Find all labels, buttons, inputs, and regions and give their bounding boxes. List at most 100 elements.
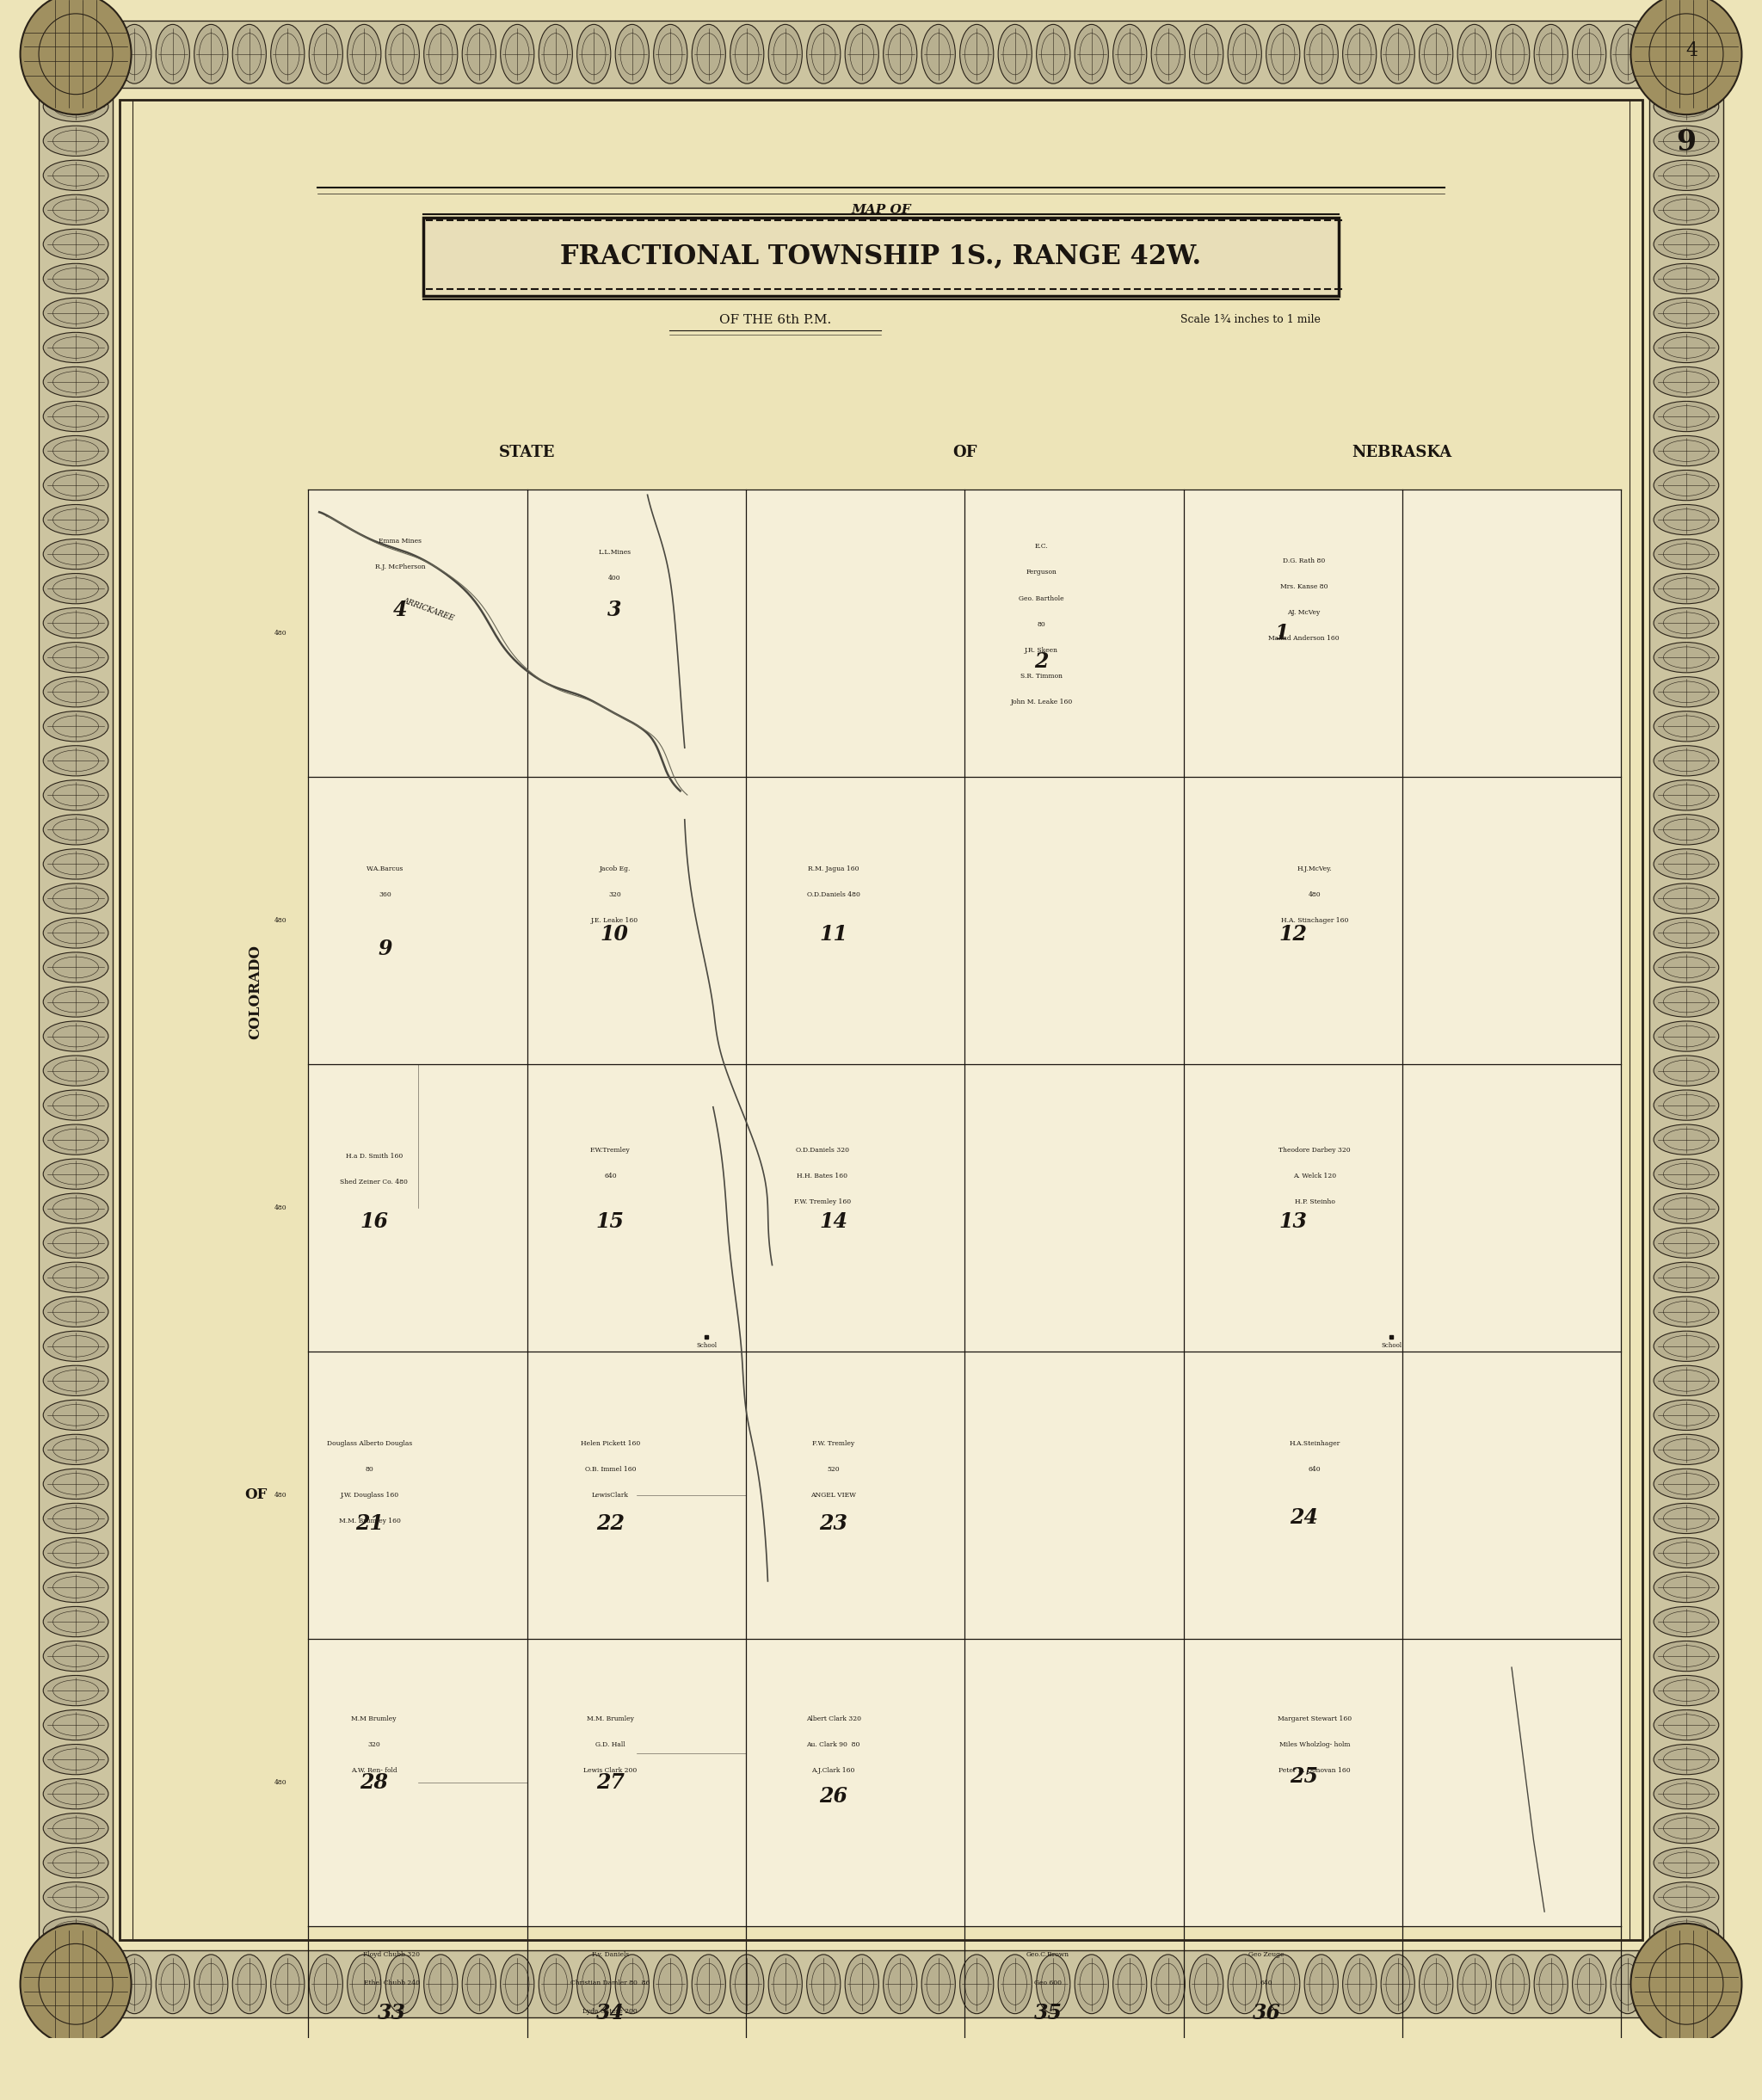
Text: 15: 15 [596, 1212, 624, 1233]
Text: Emma Mines: Emma Mines [379, 538, 421, 544]
Bar [1649, 21, 1723, 2018]
Text: 22: 22 [596, 1514, 624, 1533]
Ellipse shape [44, 57, 107, 88]
Ellipse shape [44, 1848, 107, 1877]
Ellipse shape [1655, 160, 1718, 191]
Bar [39, 21, 113, 2018]
Ellipse shape [1381, 1955, 1415, 2014]
Ellipse shape [44, 779, 107, 811]
Ellipse shape [1655, 745, 1718, 775]
Ellipse shape [44, 607, 107, 638]
Ellipse shape [1655, 1745, 1718, 1774]
Ellipse shape [1496, 1955, 1529, 2014]
Ellipse shape [1655, 987, 1718, 1016]
Ellipse shape [1655, 229, 1718, 260]
Text: H.P. Steinho: H.P. Steinho [1295, 1199, 1336, 1205]
Ellipse shape [44, 1365, 107, 1396]
Ellipse shape [615, 25, 648, 84]
Ellipse shape [1655, 401, 1718, 433]
Text: 24: 24 [1290, 1508, 1318, 1529]
Text: S.R. Timmon: S.R. Timmon [1020, 672, 1062, 680]
Ellipse shape [883, 1955, 916, 2014]
Ellipse shape [44, 1606, 107, 1636]
Ellipse shape [271, 25, 305, 84]
Ellipse shape [44, 126, 107, 155]
Ellipse shape [1632, 0, 1743, 115]
Ellipse shape [79, 1955, 113, 2014]
Text: Lyda Catere 200: Lyda Catere 200 [583, 2008, 638, 2014]
Ellipse shape [1655, 1228, 1718, 1258]
Ellipse shape [44, 1262, 107, 1291]
Text: School: School [1381, 1342, 1401, 1348]
Ellipse shape [1381, 25, 1415, 84]
Text: 23: 23 [819, 1514, 848, 1533]
Text: A. Welck 120: A. Welck 120 [1293, 1172, 1336, 1180]
Ellipse shape [539, 25, 573, 84]
Text: Scale 1¾ inches to 1 mile: Scale 1¾ inches to 1 mile [1181, 315, 1322, 325]
Text: 9: 9 [377, 939, 391, 960]
Text: ARRICKAREE: ARRICKAREE [402, 596, 456, 624]
Ellipse shape [1655, 262, 1718, 294]
Ellipse shape [1649, 1955, 1683, 2014]
Ellipse shape [44, 470, 107, 500]
Ellipse shape [462, 25, 495, 84]
Ellipse shape [729, 1955, 765, 2014]
Text: F.v. Daniels: F.v. Daniels [592, 1951, 629, 1957]
Ellipse shape [118, 25, 152, 84]
Text: A.J.Clark 160: A.J.Clark 160 [812, 1768, 855, 1774]
Ellipse shape [1655, 779, 1718, 811]
Ellipse shape [118, 1955, 152, 2014]
Ellipse shape [44, 504, 107, 536]
Ellipse shape [1655, 298, 1718, 328]
Bar [308, 489, 1621, 1926]
Ellipse shape [1075, 1955, 1108, 2014]
Ellipse shape [386, 25, 419, 84]
Ellipse shape [44, 1504, 107, 1533]
Ellipse shape [79, 25, 113, 84]
Text: Floyd Chubb 320: Floyd Chubb 320 [363, 1951, 419, 1957]
Ellipse shape [1418, 1955, 1454, 2014]
Ellipse shape [960, 1955, 994, 2014]
Text: Theodore Darbey 320: Theodore Darbey 320 [1279, 1147, 1351, 1153]
Ellipse shape [1655, 1882, 1718, 1913]
Ellipse shape [41, 25, 74, 84]
Ellipse shape [1655, 643, 1718, 672]
Ellipse shape [44, 1812, 107, 1844]
Ellipse shape [768, 1955, 802, 2014]
Ellipse shape [768, 25, 802, 84]
Ellipse shape [44, 1537, 107, 1569]
Ellipse shape [44, 1193, 107, 1224]
Ellipse shape [233, 1955, 266, 2014]
Text: J.W. Douglass 160: J.W. Douglass 160 [340, 1491, 398, 1499]
Text: 1: 1 [1276, 622, 1290, 643]
Text: 34: 34 [596, 2003, 624, 2022]
Ellipse shape [922, 1955, 955, 2014]
Ellipse shape [1655, 573, 1718, 603]
Ellipse shape [1655, 1090, 1718, 1119]
Ellipse shape [347, 1955, 381, 2014]
Ellipse shape [1572, 25, 1607, 84]
Ellipse shape [44, 229, 107, 260]
Ellipse shape [44, 23, 107, 52]
Ellipse shape [44, 367, 107, 397]
Ellipse shape [44, 1779, 107, 1808]
Text: 480: 480 [275, 1491, 287, 1499]
Ellipse shape [1655, 712, 1718, 741]
Text: Shed Zeiner Co. 480: Shed Zeiner Co. 480 [340, 1178, 409, 1184]
Ellipse shape [997, 25, 1033, 84]
Ellipse shape [44, 1159, 107, 1189]
Ellipse shape [44, 195, 107, 225]
Ellipse shape [155, 1955, 190, 2014]
Ellipse shape [1151, 1955, 1186, 2014]
Text: Geo.C.Brown: Geo.C.Brown [1025, 1951, 1070, 1957]
Ellipse shape [462, 1955, 495, 2014]
Text: Ethel Chubb 240: Ethel Chubb 240 [363, 1980, 419, 1987]
Ellipse shape [692, 25, 726, 84]
Text: 28: 28 [359, 1772, 388, 1793]
Text: H.J.McVey.: H.J.McVey. [1297, 865, 1332, 871]
Ellipse shape [1075, 25, 1108, 84]
Text: MAP OF: MAP OF [851, 204, 911, 216]
Ellipse shape [1655, 848, 1718, 880]
Text: R.J. McPherson: R.J. McPherson [375, 563, 425, 571]
Text: NEBRASKA: NEBRASKA [1351, 445, 1452, 460]
